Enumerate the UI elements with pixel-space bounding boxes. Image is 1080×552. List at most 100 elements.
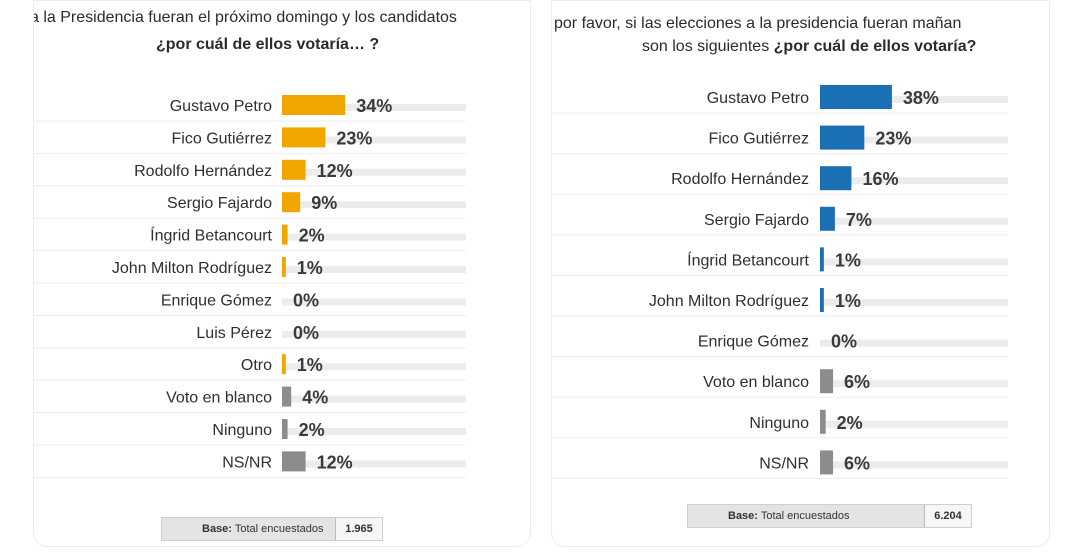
category-label: Rodolfo Hernández xyxy=(671,171,809,188)
bar xyxy=(282,386,292,407)
category-label: Ninguno xyxy=(212,422,272,439)
bar xyxy=(820,288,824,312)
chart-title-line1: a la Presidencia fueran el próximo domin… xyxy=(33,9,457,26)
base-box: Base: Total encuestados 6.204 xyxy=(687,504,972,528)
category-label: Luis Pérez xyxy=(196,325,272,342)
base-text: Base: Total encuestados xyxy=(728,510,850,522)
bar xyxy=(282,127,326,148)
bar xyxy=(820,206,835,231)
bar-track xyxy=(282,363,466,371)
value-label: 6% xyxy=(844,372,870,392)
bar xyxy=(820,166,852,191)
bar xyxy=(820,369,834,394)
bar xyxy=(282,257,286,277)
value-label: 1% xyxy=(297,258,323,278)
bar-track xyxy=(282,168,466,176)
value-label: 12% xyxy=(317,161,353,181)
base-count: 1.965 xyxy=(335,518,382,540)
base-text: Base: Total encuestados xyxy=(202,523,324,535)
category-label: Íngrid Betancourt xyxy=(687,250,809,269)
bar-track xyxy=(282,460,466,468)
bar xyxy=(820,85,892,109)
category-label: Otro xyxy=(241,357,272,374)
bar-track xyxy=(282,428,466,435)
category-label: John Milton Rodríguez xyxy=(649,293,809,310)
bar-track xyxy=(820,420,1008,428)
category-label: NS/NR xyxy=(759,455,809,472)
bar-track xyxy=(282,201,466,209)
chart-title-line1: por favor, si las elecciones a la presid… xyxy=(554,15,962,32)
category-label: Sergio Fajardo xyxy=(167,195,272,212)
value-label: 4% xyxy=(302,388,328,408)
bar-track xyxy=(282,298,466,306)
value-label: 23% xyxy=(336,128,372,148)
bar xyxy=(820,125,865,150)
bar-track xyxy=(282,136,466,144)
chart-title-question: ¿por cuál de ellos votaría… ? xyxy=(156,36,380,53)
chart-panel-left: a la Presidencia fueran el próximo domin… xyxy=(33,0,531,547)
bar xyxy=(820,450,834,475)
bar-track xyxy=(820,177,1008,185)
value-label: 1% xyxy=(835,291,861,311)
bar xyxy=(282,159,306,180)
category-label: Sergio Fajardo xyxy=(704,212,809,229)
bar xyxy=(820,409,826,434)
chart-panel-right: por favor, si las elecciones a la presid… xyxy=(551,0,1050,547)
bar-track xyxy=(820,96,1008,103)
bar-track xyxy=(282,330,466,338)
bar-track xyxy=(820,136,1008,144)
category-label: Rodolfo Hernández xyxy=(134,163,272,180)
bar xyxy=(820,247,824,272)
category-label: Gustavo Petro xyxy=(170,98,272,115)
bar-track xyxy=(282,395,466,403)
bar xyxy=(282,451,306,472)
value-label: 9% xyxy=(311,193,337,213)
value-label: 2% xyxy=(837,413,863,433)
category-label: Voto en blanco xyxy=(703,374,809,391)
category-label: Gustavo Petro xyxy=(707,90,809,107)
value-label: 23% xyxy=(875,129,911,149)
value-label: 2% xyxy=(299,226,325,246)
category-label: NS/NR xyxy=(222,454,272,471)
value-label: 12% xyxy=(317,452,353,472)
bar-track xyxy=(820,299,1008,306)
bar xyxy=(282,354,286,375)
bar-track xyxy=(820,461,1008,469)
value-label: 1% xyxy=(835,250,861,270)
base-count: 6.204 xyxy=(924,505,971,527)
value-label: 2% xyxy=(299,420,325,440)
bar-track xyxy=(282,104,466,111)
value-label: 0% xyxy=(293,323,319,343)
category-label: Enrique Gómez xyxy=(161,292,272,309)
category-label: Ninguno xyxy=(749,415,809,432)
value-label: 0% xyxy=(831,332,857,352)
bar-track xyxy=(820,339,1008,347)
bar-chart-left: Gustavo Petro 34% Fico Gutiérrez 23% Rodolfo… xyxy=(34,95,466,478)
category-label: Fico Gutiérrez xyxy=(709,131,809,148)
category-label: Fico Gutiérrez xyxy=(172,130,272,147)
chart-title-line2: son los siguientes ¿por cuál de ellos vo… xyxy=(642,37,976,57)
bar-track xyxy=(282,266,466,273)
bar-chart-right: Gustavo Petro 38% Fico Gutiérrez 23% Rodolfo… xyxy=(552,85,1008,479)
chart-title-prefix: son los siguientes xyxy=(642,38,770,55)
value-label: 0% xyxy=(293,290,319,310)
category-label: Voto en blanco xyxy=(166,390,272,407)
bar-track xyxy=(820,380,1008,388)
category-label: Íngrid Betancourt xyxy=(150,226,272,245)
bar-track xyxy=(282,233,466,241)
value-label: 34% xyxy=(356,96,392,116)
chart-title-question: ¿por cuál de ellos votaría? xyxy=(773,38,977,55)
bar xyxy=(282,419,288,439)
base-box: Base: Total encuestados 1.965 xyxy=(161,517,383,541)
value-label: 16% xyxy=(862,169,898,189)
category-label: John Milton Rodríguez xyxy=(112,260,272,277)
category-label: Enrique Gómez xyxy=(698,334,809,351)
bar xyxy=(282,192,301,213)
bar xyxy=(282,95,346,115)
value-label: 7% xyxy=(846,210,872,230)
value-label: 1% xyxy=(297,355,323,375)
value-label: 6% xyxy=(844,453,870,473)
value-label: 38% xyxy=(903,88,939,108)
bar xyxy=(282,224,288,245)
bar-track xyxy=(820,217,1008,225)
